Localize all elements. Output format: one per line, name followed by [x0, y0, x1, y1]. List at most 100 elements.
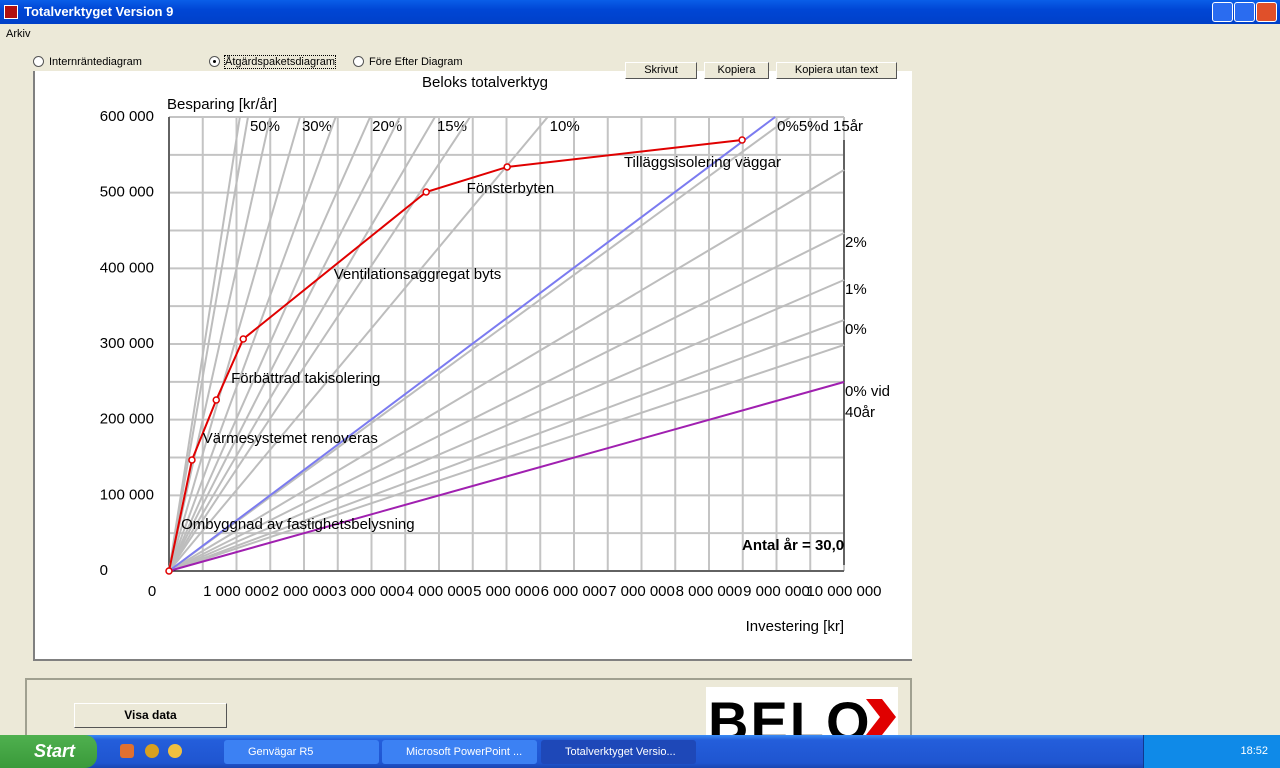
x-axis-label: Investering [kr] — [746, 618, 844, 635]
reference-line — [168, 116, 241, 572]
task-label: Genvägar R5 — [248, 746, 314, 758]
x-tick-label: 6 000 000 — [541, 583, 608, 600]
data-point — [738, 136, 746, 144]
annotation: Förbättrad takisolering — [231, 370, 380, 387]
system-tray: 18:52 — [1143, 735, 1280, 768]
radio-label: Internräntediagram — [49, 56, 142, 68]
chart: Beloks totalverktyg Besparing [kr/år] In… — [100, 74, 890, 635]
x-tick-label: 0 — [148, 583, 156, 600]
annotation: Ombyggnad av fastighetsbelysning — [181, 516, 414, 533]
radio-option[interactable]: Internräntediagram — [33, 54, 142, 70]
line-label: 20% — [372, 118, 402, 135]
y-tick-label: 300 000 — [100, 335, 154, 352]
x-tick-label: 8 000 000 — [676, 583, 743, 600]
x-tick-label: 2 000 000 — [271, 583, 338, 600]
data-point — [212, 396, 220, 404]
line-label: 10% — [550, 118, 580, 135]
y-axis-label: Besparing [kr/år] — [167, 96, 277, 113]
task-button[interactable]: Microsoft PowerPoint ... — [382, 740, 537, 764]
line-label: 0% vid — [845, 383, 890, 400]
data-point — [165, 567, 173, 575]
logo: BELO — [706, 687, 898, 735]
data-point — [503, 163, 511, 171]
line-label: 50% — [250, 118, 280, 135]
line-label: 1% — [845, 281, 867, 298]
copy-no-text-button[interactable]: Kopiera utan text — [776, 62, 897, 79]
line-label: 40år — [845, 404, 875, 421]
chart-panel: Beloks totalverktyg Besparing [kr/år] In… — [33, 71, 912, 661]
reference-line — [168, 116, 249, 572]
x-tick-label: 7 000 000 — [608, 583, 675, 600]
quick-launch-icon[interactable] — [120, 744, 134, 758]
x-tick-label: 5 000 000 — [473, 583, 540, 600]
task-label: Totalverktyget Versio... — [565, 746, 676, 758]
app-icon — [4, 5, 18, 19]
print-button[interactable]: Skrivut — [625, 62, 697, 79]
menu-item[interactable]: Arkiv — [6, 28, 31, 40]
reference-line — [168, 116, 337, 572]
logo-text: BELO — [708, 690, 872, 735]
radio-dot — [353, 56, 364, 67]
data-point — [422, 188, 430, 196]
task-label: Microsoft PowerPoint ... — [406, 746, 523, 758]
reference-line — [168, 116, 776, 572]
line-label: 30% — [302, 118, 332, 135]
close-button[interactable] — [1256, 2, 1277, 22]
reference-line — [168, 116, 549, 572]
radio-option[interactable]: Åtgärdspaketsdiagram — [209, 54, 337, 70]
reference-line — [168, 116, 436, 572]
x-tick-label: 10 000 000 — [806, 583, 881, 600]
radio-option[interactable]: Före Efter Diagram — [353, 54, 463, 70]
line-label: 0%5%d 15år — [777, 118, 863, 135]
data-point — [239, 335, 247, 343]
taskbar: Start Genvägar R5 Microsoft PowerPoint .… — [0, 735, 1280, 768]
annotation: Ventilationsaggregat byts — [334, 266, 502, 283]
x-tick-label: 3 000 000 — [338, 583, 405, 600]
task-button[interactable]: Genvägar R5 — [224, 740, 379, 764]
y-tick-label: 0 — [100, 562, 108, 579]
quick-launch-icon[interactable] — [168, 744, 182, 758]
radio-label: Åtgärdspaketsdiagram — [223, 55, 337, 69]
radio-label: Före Efter Diagram — [369, 56, 463, 68]
annotation: Tilläggsisolering väggar — [624, 154, 781, 171]
y-tick-label: 400 000 — [100, 259, 154, 276]
reference-line — [168, 169, 845, 572]
data-point — [188, 456, 196, 464]
reference-line — [168, 116, 272, 572]
reference-line — [168, 319, 845, 572]
reference-line — [168, 116, 372, 572]
y-tick-label: 200 000 — [100, 411, 154, 428]
x-tick-label: 1 000 000 — [203, 583, 270, 600]
minimize-button[interactable] — [1212, 2, 1233, 22]
maximize-button[interactable] — [1234, 2, 1255, 22]
reference-line — [168, 232, 845, 572]
reference-line — [168, 116, 471, 572]
radio-dot — [33, 56, 44, 67]
y-tick-label: 600 000 — [100, 108, 154, 125]
line-label: 2% — [845, 234, 867, 251]
reference-line — [168, 116, 791, 572]
annotation: Fönsterbyten — [467, 180, 555, 197]
copy-button[interactable]: Kopiera — [704, 62, 769, 79]
show-data-button[interactable]: Visa data — [74, 703, 227, 728]
reference-line — [168, 381, 845, 572]
reference-line — [168, 344, 845, 572]
line-label: 15% — [437, 118, 467, 135]
radio-dot — [209, 56, 220, 67]
logo-chevron — [866, 699, 896, 735]
chart-title: Beloks totalverktyg — [422, 74, 548, 91]
lower-panel — [25, 678, 912, 738]
note: Antal år = 30,0 — [742, 537, 844, 554]
y-tick-label: 500 000 — [100, 184, 154, 201]
x-tick-label: 9 000 000 — [743, 583, 810, 600]
window-title: Totalverktyget Version 9 — [24, 4, 174, 19]
reference-line — [168, 116, 401, 572]
title-bar: Totalverktyget Version 9 — [0, 0, 1280, 24]
task-button[interactable]: Totalverktyget Versio... — [541, 740, 696, 764]
clock: 18:52 — [1240, 745, 1268, 757]
y-tick-label: 100 000 — [100, 486, 154, 503]
start-button[interactable]: Start — [0, 735, 97, 768]
quick-launch-icon[interactable] — [145, 744, 159, 758]
line-label: 0% — [845, 321, 867, 338]
